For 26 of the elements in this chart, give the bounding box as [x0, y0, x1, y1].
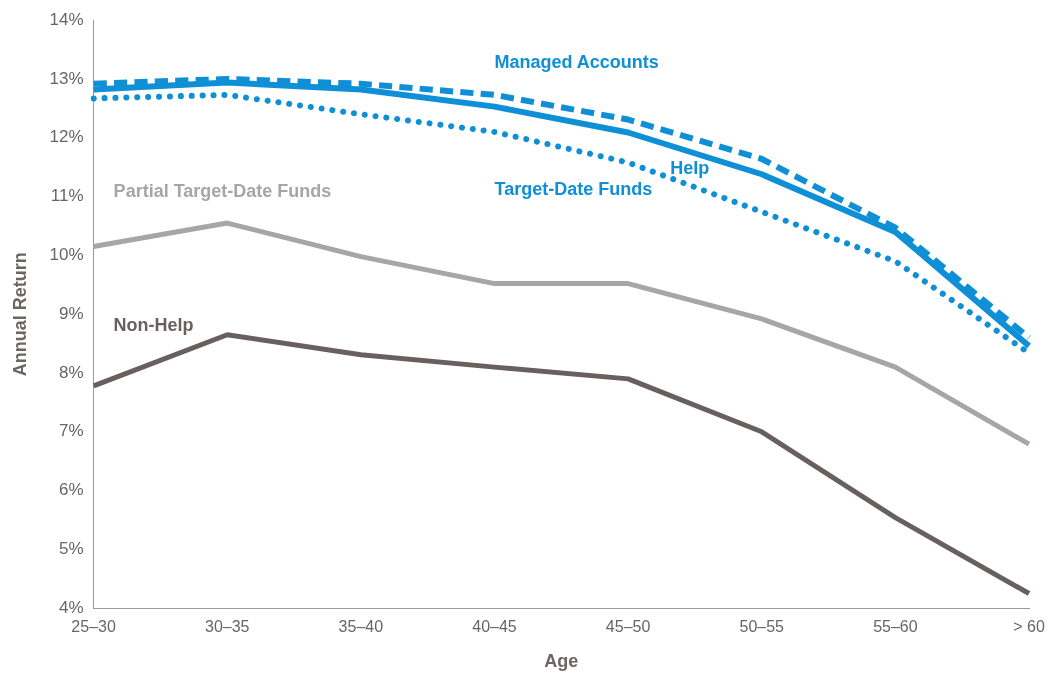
x-tick-label: > 60	[1013, 618, 1045, 636]
y-tick-label: 7%	[59, 421, 84, 441]
y-tick-label: 10%	[49, 245, 84, 265]
y-tick-label: 12%	[49, 127, 84, 147]
x-tick-label: 40–45	[472, 618, 517, 636]
y-tick-label: 8%	[59, 362, 84, 382]
y-tick-label: 14%	[49, 9, 84, 29]
x-axis-title: Age	[544, 651, 579, 672]
series-label: Help	[670, 158, 710, 179]
x-tick-label: 55–60	[873, 618, 918, 636]
y-tick-label: 4%	[59, 597, 84, 617]
y-tick-label: 9%	[59, 303, 84, 323]
y-tick-label: 5%	[59, 539, 84, 559]
y-tick-label: 6%	[59, 480, 84, 500]
x-tick-label: 25–30	[71, 618, 116, 636]
series-label: Non-Help	[113, 314, 194, 335]
x-tick-label: 50–55	[739, 618, 785, 636]
y-axis-title: Annual Return	[9, 252, 30, 377]
series-label: Partial Target-Date Funds	[113, 180, 332, 201]
x-tick-label: 45–50	[605, 618, 651, 636]
x-tick-label: 30–35	[205, 618, 250, 636]
series-label: Target-Date Funds	[494, 178, 653, 199]
y-tick-label: 13%	[49, 68, 84, 88]
y-tick-label: 11%	[50, 186, 84, 206]
series-label: Managed Accounts	[494, 51, 659, 72]
x-tick-label: 35–40	[338, 618, 384, 636]
